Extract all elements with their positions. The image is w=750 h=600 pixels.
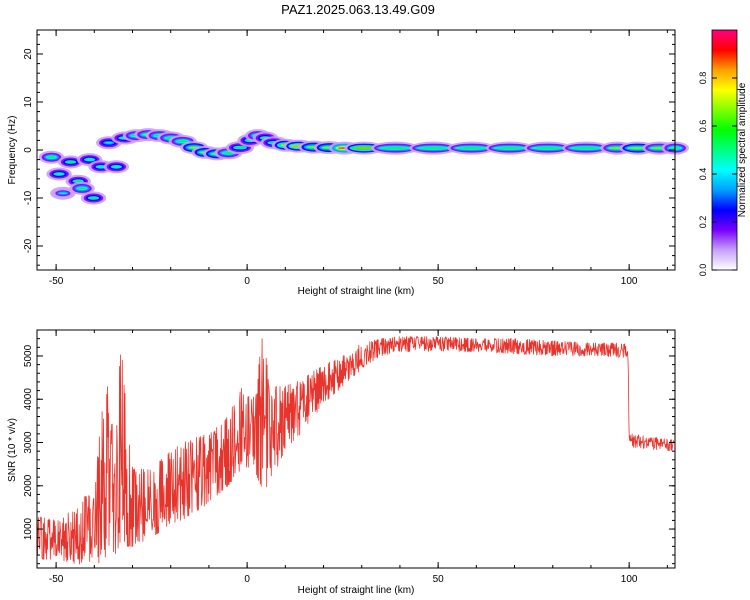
spectrogram-blob bbox=[494, 147, 526, 149]
spectrogram-blob bbox=[234, 146, 246, 149]
snr-frame bbox=[36, 329, 676, 569]
colorbar-tick-label: 0.0 bbox=[698, 264, 708, 277]
spectrogram-y-tick-label: 0 bbox=[23, 147, 34, 153]
colorbar-label: Normalized spectral amplitude bbox=[737, 82, 748, 217]
spectrogram-blob bbox=[47, 156, 56, 158]
spectrogram-blob bbox=[74, 180, 83, 182]
snr-x-tick-label: -50 bbox=[49, 574, 64, 585]
spectrogram-blob bbox=[66, 161, 75, 163]
snr-y-tick-label: 4000 bbox=[23, 388, 34, 411]
spectrogram-x-tick-label: 0 bbox=[244, 276, 250, 287]
colorbar: 0.0 0.2 0.4 0.6 0.8 Normalized spectral ampl… bbox=[698, 29, 748, 277]
spectrogram-y-tick-label: 20 bbox=[23, 48, 34, 60]
spectrogram-x-tick-label: -50 bbox=[49, 276, 64, 287]
snr-y-tick-label: 3000 bbox=[23, 431, 34, 454]
spectrogram-y-label: Frequency (Hz) bbox=[7, 116, 18, 185]
spectrogram-blob bbox=[456, 147, 488, 149]
spectrogram-axes: -50 0 50 100 -20 -10 0 10 20 bbox=[23, 30, 675, 287]
colorbar-tick-label: 0.2 bbox=[698, 216, 708, 229]
spectrogram-blob bbox=[104, 142, 113, 144]
snr-series-line bbox=[37, 336, 675, 565]
spectrogram-y-tick-label: -20 bbox=[23, 238, 34, 253]
spectrogram-blob bbox=[352, 147, 376, 149]
colorbar-gradient bbox=[711, 29, 738, 271]
spectrogram-x-tick-label: 50 bbox=[433, 276, 445, 287]
snr-y-label: SNR (10 * v/v) bbox=[7, 418, 18, 482]
snr-axes: -50 0 50 100 1000 2000 3000 4000 5000 bbox=[23, 329, 675, 585]
spectrogram-blob bbox=[417, 147, 449, 149]
spectrogram-blob bbox=[77, 187, 87, 190]
spectrogram-panel: -50 0 50 100 -20 -10 0 10 20 Height of straight … bbox=[7, 29, 689, 297]
colorbar-tick-label: 0.4 bbox=[698, 168, 708, 181]
snr-x-label: Height of straight line (km) bbox=[298, 585, 415, 596]
snr-y-tick-label: 2000 bbox=[23, 474, 34, 497]
spectrogram-marks bbox=[38, 128, 689, 205]
snr-y-tick-label: 1000 bbox=[23, 517, 34, 540]
spectrogram-blob bbox=[54, 173, 64, 175]
spectrogram-y-tick-label: -10 bbox=[23, 190, 34, 205]
spectrogram-blob bbox=[570, 147, 602, 149]
spectrogram-blob bbox=[112, 166, 121, 168]
spectrogram-x-label: Height of straight line (km) bbox=[298, 286, 415, 297]
spectrogram-blob bbox=[58, 192, 68, 194]
figure-title: PAZ1.2025.063.13.49.G09 bbox=[281, 2, 435, 17]
snr-x-tick-label: 100 bbox=[621, 574, 638, 585]
spectrogram-blob bbox=[85, 158, 94, 161]
snr-y-tick-label: 5000 bbox=[23, 344, 34, 367]
spectrogram-blob bbox=[379, 147, 411, 149]
spectrogram-blob bbox=[89, 197, 98, 199]
colorbar-tick-label: 0.6 bbox=[698, 120, 708, 133]
spectrogram-blob bbox=[177, 140, 189, 143]
snr-panel: -50 0 50 100 1000 2000 3000 4000 5000 Height of … bbox=[7, 329, 676, 596]
spectrogram-blob bbox=[96, 166, 106, 168]
spectrogram-y-tick-label: 10 bbox=[23, 96, 34, 108]
colorbar-tick-label: 0.8 bbox=[698, 72, 708, 85]
spectrogram-x-tick-label: 100 bbox=[621, 276, 638, 287]
spectrogram-blob bbox=[532, 147, 564, 149]
snr-x-tick-label: 0 bbox=[244, 574, 250, 585]
colorbar-axis: 0.0 0.2 0.4 0.6 0.8 bbox=[698, 72, 737, 277]
snr-x-tick-label: 50 bbox=[433, 574, 445, 585]
